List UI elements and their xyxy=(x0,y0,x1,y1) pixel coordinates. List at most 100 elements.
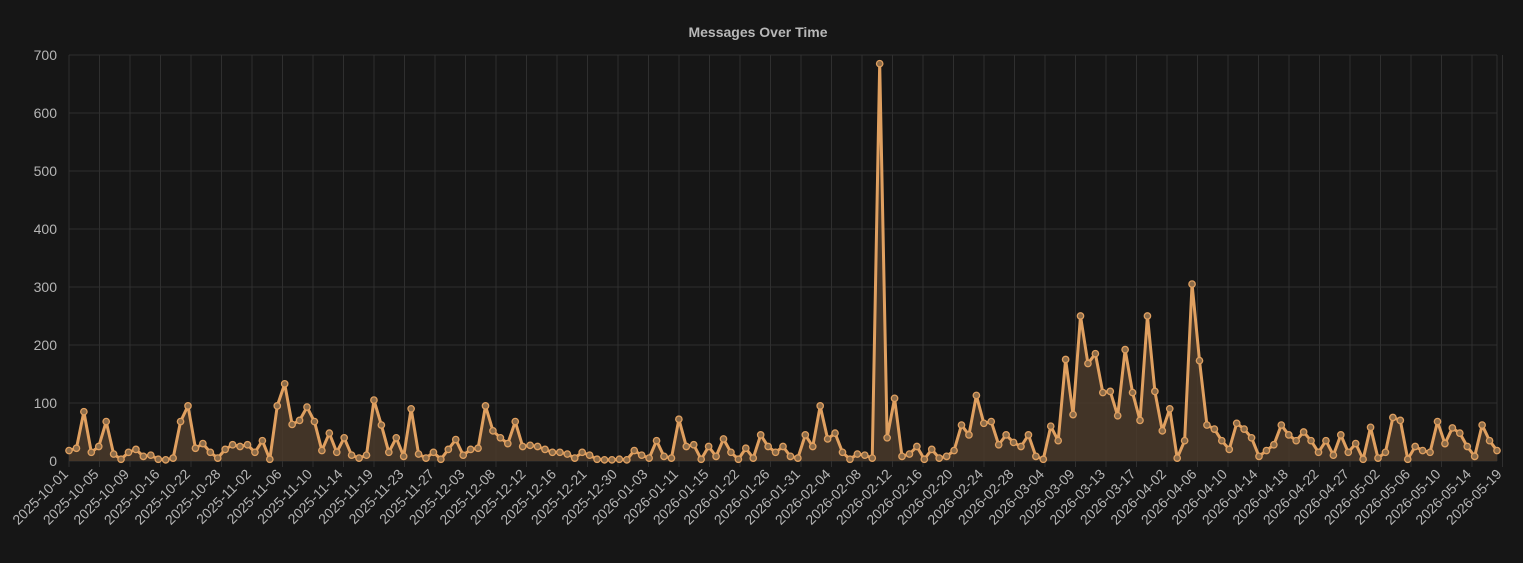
data-point[interactable] xyxy=(808,442,817,451)
data-point[interactable] xyxy=(637,451,646,460)
data-point[interactable] xyxy=(481,402,490,410)
data-point[interactable] xyxy=(310,417,319,426)
data-point[interactable] xyxy=(1366,423,1375,432)
data-point[interactable] xyxy=(526,441,534,450)
data-point[interactable] xyxy=(846,455,854,464)
data-point[interactable] xyxy=(972,391,981,400)
data-point[interactable] xyxy=(392,433,401,442)
data-point[interactable] xyxy=(1455,429,1464,438)
data-point[interactable] xyxy=(399,452,408,461)
data-point[interactable] xyxy=(675,415,683,424)
data-point[interactable] xyxy=(161,455,170,464)
data-point[interactable] xyxy=(697,455,706,464)
data-point[interactable] xyxy=(139,452,148,461)
data-point[interactable] xyxy=(689,440,698,449)
data-point[interactable] xyxy=(1426,448,1434,457)
data-point[interactable] xyxy=(1091,349,1100,358)
data-point[interactable] xyxy=(332,448,341,457)
data-point[interactable] xyxy=(801,431,810,439)
data-point[interactable] xyxy=(318,446,326,455)
data-point[interactable] xyxy=(585,451,594,460)
data-point[interactable] xyxy=(1128,388,1137,397)
data-point[interactable] xyxy=(1284,431,1293,439)
data-point[interactable] xyxy=(422,454,430,462)
data-point[interactable] xyxy=(1411,442,1420,451)
data-point[interactable] xyxy=(1136,416,1144,425)
data-point[interactable] xyxy=(667,454,676,462)
data-point[interactable] xyxy=(146,451,155,460)
data-point[interactable] xyxy=(87,448,96,457)
data-point[interactable] xyxy=(1336,431,1345,439)
data-point[interactable] xyxy=(1322,436,1330,445)
data-point[interactable] xyxy=(1024,431,1033,439)
data-point[interactable] xyxy=(1470,452,1479,461)
data-point[interactable] xyxy=(132,445,140,454)
data-point[interactable] xyxy=(994,440,1003,449)
data-point[interactable] xyxy=(957,421,966,429)
data-point[interactable] xyxy=(927,445,936,454)
data-point[interactable] xyxy=(377,421,386,429)
data-point[interactable] xyxy=(102,417,111,426)
data-point[interactable] xyxy=(474,444,482,453)
data-point[interactable] xyxy=(72,444,81,453)
data-point[interactable] xyxy=(1032,452,1040,461)
data-point[interactable] xyxy=(1069,410,1077,419)
data-point[interactable] xyxy=(1270,440,1278,449)
data-point[interactable] xyxy=(556,448,564,457)
data-point[interactable] xyxy=(362,451,371,460)
data-point[interactable] xyxy=(1188,280,1196,288)
data-point[interactable] xyxy=(1002,431,1010,439)
data-point[interactable] xyxy=(1448,424,1457,432)
data-point[interactable] xyxy=(771,448,780,457)
data-point[interactable] xyxy=(1217,436,1226,445)
data-point[interactable] xyxy=(1433,417,1442,426)
data-point[interactable] xyxy=(1255,452,1263,461)
data-point[interactable] xyxy=(1017,442,1025,451)
data-point[interactable] xyxy=(756,431,765,439)
data-point[interactable] xyxy=(451,435,460,444)
data-point[interactable] xyxy=(1121,345,1129,354)
data-point[interactable] xyxy=(987,417,996,426)
data-point[interactable] xyxy=(228,440,237,449)
data-point[interactable] xyxy=(1292,436,1301,445)
data-point[interactable] xyxy=(890,394,899,403)
data-point[interactable] xyxy=(511,417,520,426)
data-point[interactable] xyxy=(489,426,497,435)
data-point[interactable] xyxy=(913,442,921,451)
data-point[interactable] xyxy=(660,452,668,461)
data-point[interactable] xyxy=(712,452,720,461)
data-point[interactable] xyxy=(853,450,862,458)
data-point[interactable] xyxy=(1195,356,1204,365)
data-point[interactable] xyxy=(1299,428,1308,436)
data-point[interactable] xyxy=(979,419,988,428)
data-point[interactable] xyxy=(1441,439,1449,448)
data-point[interactable] xyxy=(1389,413,1397,422)
data-point[interactable] xyxy=(1113,411,1122,420)
data-point[interactable] xyxy=(1351,439,1360,448)
data-point[interactable] xyxy=(1463,442,1472,451)
data-point[interactable] xyxy=(622,455,631,464)
data-point[interactable] xyxy=(1418,446,1427,455)
data-point[interactable] xyxy=(176,417,185,426)
data-point[interactable] xyxy=(593,455,601,464)
data-point[interactable] xyxy=(265,455,274,464)
data-point[interactable] xyxy=(1054,436,1063,445)
data-point[interactable] xyxy=(80,407,88,416)
data-point[interactable] xyxy=(273,402,282,410)
data-point[interactable] xyxy=(1180,436,1189,445)
data-point[interactable] xyxy=(794,454,802,462)
data-point[interactable] xyxy=(645,454,653,462)
data-point[interactable] xyxy=(883,433,891,442)
data-point[interactable] xyxy=(1359,455,1367,464)
data-point[interactable] xyxy=(459,451,468,460)
data-point[interactable] xyxy=(1381,448,1390,457)
data-point[interactable] xyxy=(1098,388,1107,397)
data-point[interactable] xyxy=(303,403,311,411)
data-point[interactable] xyxy=(1061,355,1070,364)
data-point[interactable] xyxy=(1225,445,1234,454)
data-point[interactable] xyxy=(355,454,363,462)
data-point[interactable] xyxy=(1374,454,1382,462)
data-point[interactable] xyxy=(898,452,906,461)
data-point[interactable] xyxy=(1396,416,1405,425)
data-point[interactable] xyxy=(875,59,884,68)
